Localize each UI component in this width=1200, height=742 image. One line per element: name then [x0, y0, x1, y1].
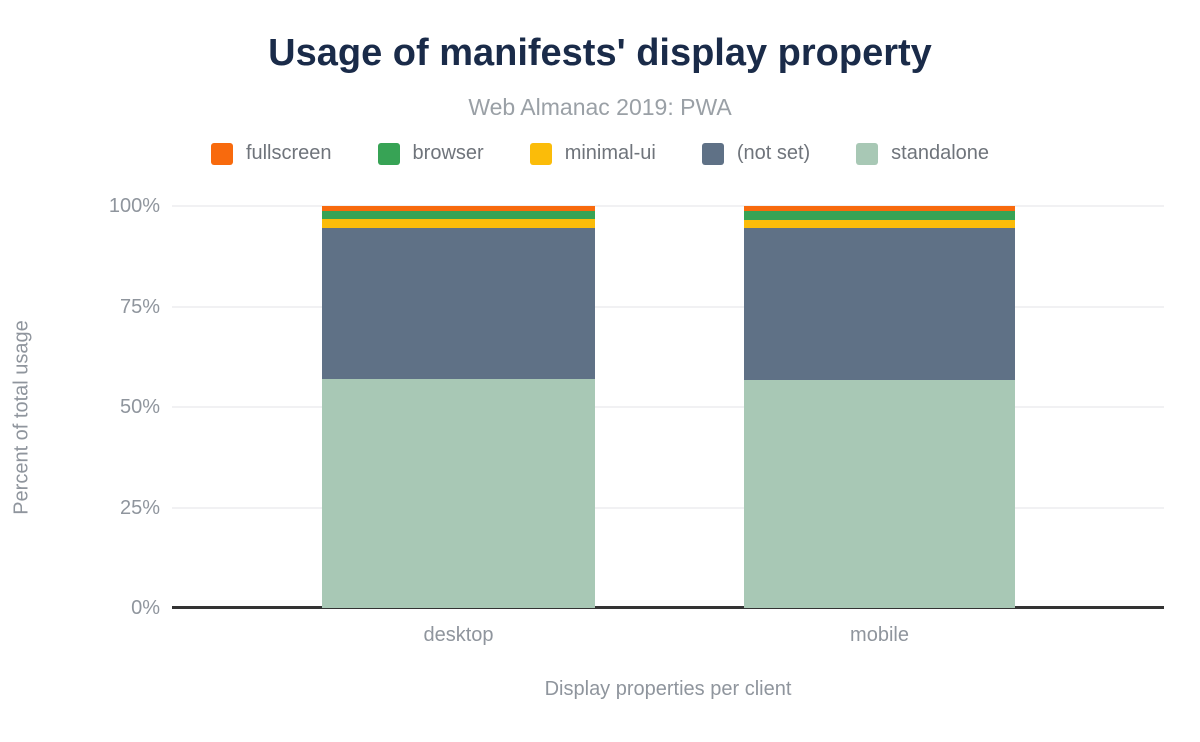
legend: fullscreen browser minimal-ui (not set) stan…: [0, 142, 1200, 165]
legend-swatch: [701, 142, 724, 165]
bar-segment-mobile-minimal-ui[interactable]: [744, 219, 1015, 228]
legend-swatch: [529, 142, 552, 165]
bar-segment-desktop-standalone[interactable]: [322, 378, 595, 608]
gridline-100: [172, 205, 1164, 207]
x-tick-label-desktop: desktop: [423, 624, 494, 646]
bar-segment-mobile-browser[interactable]: [744, 210, 1015, 220]
legend-swatch: [377, 142, 400, 165]
bar-segment-mobile-notset[interactable]: [744, 227, 1015, 380]
legend-label: minimal-ui: [564, 142, 656, 164]
gridline-50: [172, 406, 1164, 408]
legend-item-standalone[interactable]: standalone: [856, 142, 989, 165]
legend-label: (not set): [736, 142, 811, 164]
chart-subtitle: Web Almanac 2019: PWA: [468, 94, 732, 120]
y-tick-label-75: 75%: [119, 295, 160, 318]
x-axis-title: Display properties per client: [544, 678, 792, 700]
gridline-75: [172, 305, 1164, 308]
legend-item-browser[interactable]: browser: [377, 142, 484, 165]
bar-segment-desktop-browser[interactable]: [322, 211, 595, 220]
legend-item-fullscreen[interactable]: fullscreen: [210, 142, 332, 165]
x-axis-line: [172, 606, 1164, 609]
legend-item-notset[interactable]: (not set): [701, 142, 811, 165]
bar-segment-desktop-minimal-ui[interactable]: [322, 219, 595, 229]
y-tick-label-100: 100%: [108, 195, 160, 217]
bar-segment-desktop-notset[interactable]: [322, 228, 595, 379]
gridline-25: [172, 506, 1164, 509]
bar-mobile: [744, 206, 1015, 608]
plot-area: [172, 205, 1164, 609]
x-tick-label-mobile: mobile: [850, 624, 909, 646]
y-tick-label-0: 0%: [131, 597, 160, 619]
legend-label: browser: [412, 142, 484, 164]
y-tick-label-50: 50%: [119, 396, 160, 418]
legend-swatch: [856, 142, 879, 165]
bar-segment-mobile-fullscreen[interactable]: [744, 206, 1015, 211]
y-axis-title: Percent of total usage: [10, 320, 33, 515]
bar-desktop: [322, 206, 595, 608]
bar-segment-mobile-standalone[interactable]: [744, 379, 1015, 608]
legend-item-minimal-ui[interactable]: minimal-ui: [529, 142, 656, 165]
y-tick-label-25: 25%: [119, 496, 160, 519]
chart-title: Usage of manifests' display property: [268, 32, 932, 74]
legend-label: standalone: [891, 142, 990, 164]
bar-segment-desktop-fullscreen[interactable]: [322, 206, 595, 212]
legend-swatch: [210, 142, 233, 165]
legend-label: fullscreen: [245, 142, 332, 164]
